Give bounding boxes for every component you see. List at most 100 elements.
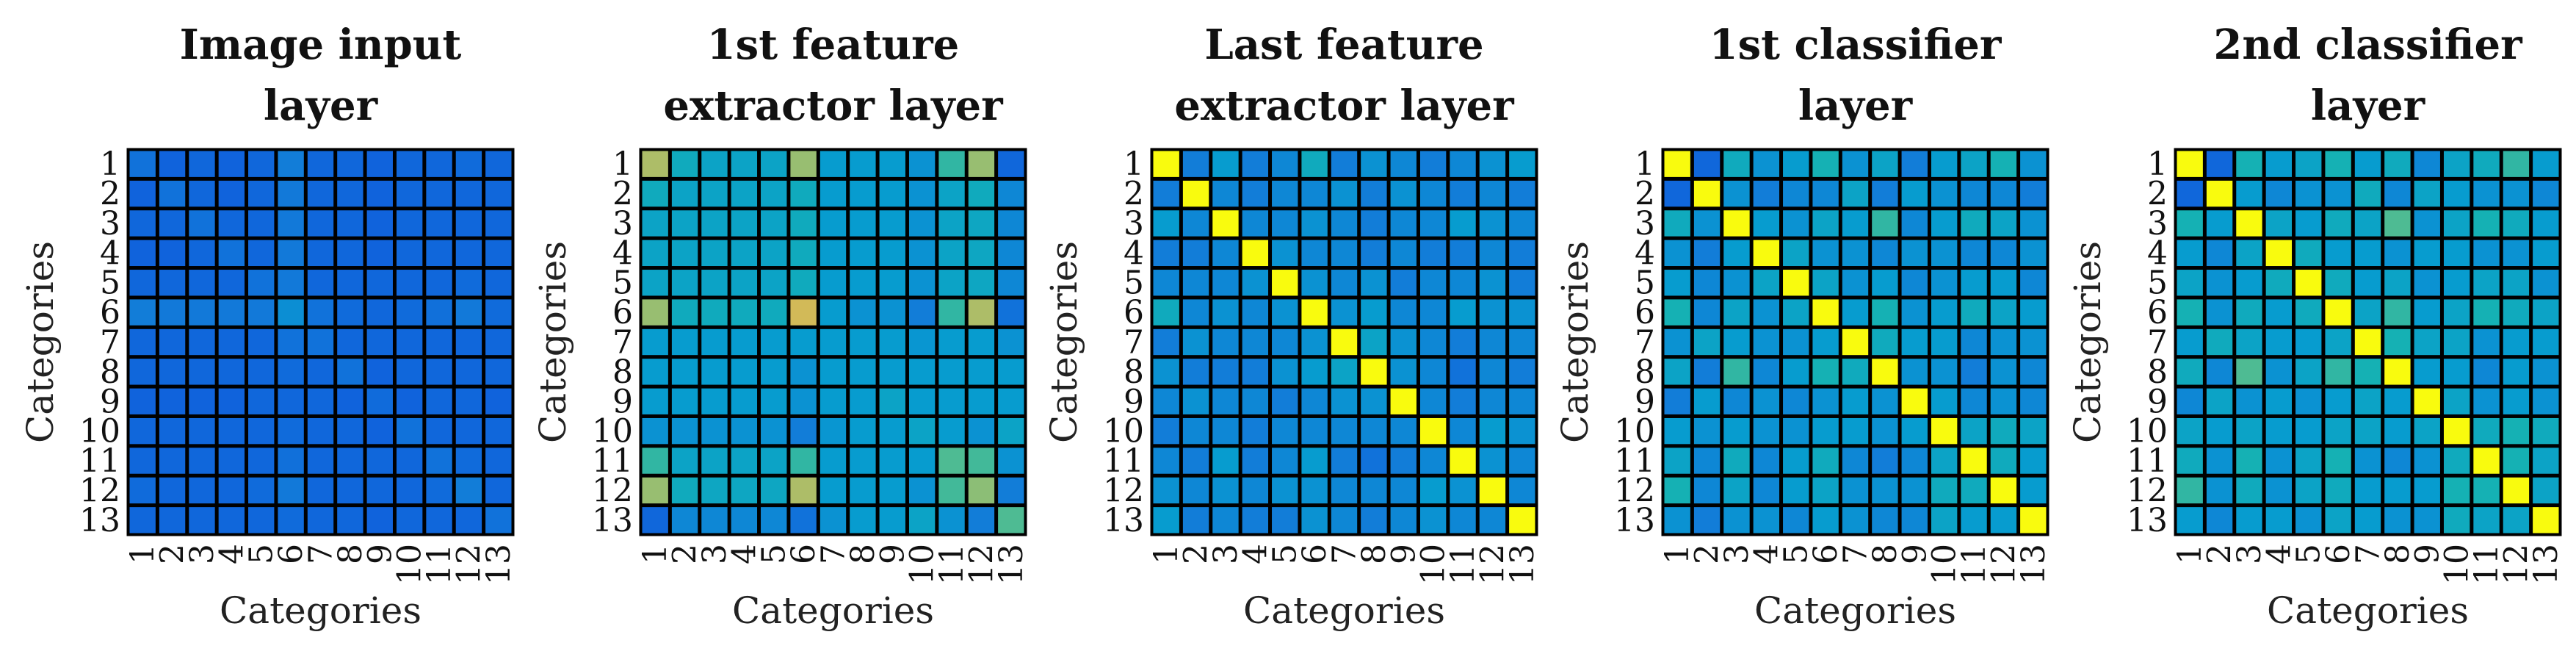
panel-1-cell-r5-c6 [278,270,304,296]
panel-3-cell-r13-c5 [1272,507,1298,533]
panel-5-cell-r6-c1 [2177,299,2203,326]
panel-1-cell-r1-c7 [307,151,334,177]
panel-5-cell-r11-c11 [2473,448,2500,474]
panel-4-cell-r1-c9 [1901,151,1928,177]
panel-3-cell-r12-c3 [1212,477,1239,504]
panel-3-cell-r7-c3 [1212,328,1239,356]
panel-2-cell-r3-c9 [879,210,905,237]
panel-5-cell-r13-c1 [2177,507,2203,533]
panel-4-cell-r7-c3 [1723,328,1750,356]
panel-3-cell-r6-c4 [1242,299,1269,326]
panel-5-cell-r10-c13 [2533,417,2559,445]
panel-3-cell-r12-c5 [1272,477,1298,504]
panel-2-cell-r11-c2 [671,448,698,474]
panel-2-y-tick-13: 13 [592,502,633,539]
panel-2-cell-r11-c10 [908,448,936,474]
panel-5-cell-r9-c9 [2414,388,2440,414]
panel-1-y-tick-3: 3 [100,205,120,242]
panel-1-cell-r5-c7 [307,270,334,296]
panel-1-cell-r2-c11 [426,180,452,207]
panel-1-cell-r12-c4 [218,477,245,504]
panel-1-cell-r12-c6 [278,477,304,504]
panel-1-cell-r4-c10 [396,240,423,267]
panel-5-cell-r5-c10 [2443,270,2470,296]
panel-5-cell-r6-c9 [2414,299,2440,326]
panel-1-cell-r4-c8 [337,240,363,267]
panel-4-y-tick-5: 5 [1635,265,1655,302]
panel-2-x-tick-11: 11 [933,544,971,585]
panel-2-cell-r13-c5 [761,507,787,533]
panel-2-cell-r12-c2 [671,477,698,504]
panel-1-cell-r1-c13 [485,151,512,177]
panel-1-cell-r13-c4 [218,507,245,533]
panel-4-cell-r3-c2 [1693,210,1721,237]
panel-4-cell-r12-c11 [1961,477,1987,504]
panel-1-y-tick-6: 6 [100,294,120,331]
panel-1-cell-r2-c3 [189,180,215,207]
panel-3-y-tick-7: 7 [1124,324,1144,362]
panel-5-cell-r2-c6 [2325,180,2351,207]
panel-5-x-tick-4: 4 [2260,544,2298,564]
panel-3-x-axis-label: Categories [1243,589,1445,632]
panel-4-cell-r9-c1 [1664,388,1690,414]
panel-1-cell-r5-c2 [159,270,186,296]
panel-2-cell-r1-c2 [671,151,698,177]
panel-3-cell-r5-c11 [1450,270,1476,296]
panel-1-cell-r10-c1 [129,417,156,445]
panel-1-cell-r2-c7 [307,180,334,207]
panel-2-y-tick-10: 10 [592,413,633,450]
panel-2-y-tick-2: 2 [612,176,633,213]
panel-5-cell-r10-c12 [2503,417,2530,445]
panel-2-x-tick-13: 13 [993,544,1030,585]
panel-4-cell-r7-c12 [1990,328,2017,356]
panel-3-cell-r9-c1 [1153,388,1179,414]
panel-5-cell-r10-c3 [2236,417,2262,445]
panel-3-cell-r2-c12 [1479,180,1506,207]
panel-1-cell-r8-c2 [159,359,186,385]
panel-2-cell-r6-c13 [998,299,1024,326]
panel-1-y-tick-11: 11 [79,442,120,480]
panel-1-cell-r6-c11 [426,299,452,326]
panel-3-cell-r3-c5 [1272,210,1298,237]
panel-1-y-tick-2: 2 [100,176,120,213]
panel-2-y-tick-8: 8 [612,353,633,391]
panel-1-cell-r4-c5 [248,240,275,267]
panel-5-cell-r13-c2 [2206,507,2233,533]
panel-3-cell-r2-c1 [1153,180,1179,207]
panel-3-cell-r11-c6 [1301,448,1328,474]
panel-5-cell-r10-c2 [2206,417,2233,445]
panel-3-cell-r1-c3 [1212,151,1239,177]
panel-3-cell-r11-c2 [1182,448,1209,474]
panel-4-cell-r4-c9 [1901,240,1928,267]
panel-5-cell-r12-c8 [2384,477,2411,504]
panel-4-cell-r4-c11 [1961,240,1987,267]
panel-3-cell-r2-c3 [1212,180,1239,207]
panel-3-cell-r7-c11 [1450,328,1476,356]
panel-1-title-line-2: layer [264,82,379,130]
panel-2-cell-r8-c4 [731,359,758,385]
panel-4-cell-r5-c10 [1931,270,1958,296]
panel-5-x-tick-11: 11 [2468,544,2506,585]
panel-4-x-tick-7: 7 [1837,544,1875,564]
panel-3-cell-r13-c7 [1331,507,1358,533]
panel-4-cell-r8-c11 [1961,359,1987,385]
panel-2-cell-r7-c3 [701,328,728,356]
panel-5-cell-r2-c2 [2206,180,2233,207]
panel-1-x-tick-8: 8 [332,544,369,564]
panel-1-cell-r6-c8 [337,299,363,326]
panel-3-cell-r1-c8 [1361,151,1387,177]
panel-1-x-axis-label: Categories [220,589,422,632]
panel-5-x-tick-2: 2 [2201,544,2239,564]
panel-1-cell-r12-c9 [366,477,393,504]
panel-2-x-tick-5: 5 [756,544,793,564]
panel-1-cell-r13-c3 [189,507,215,533]
panel-2-x-tick-6: 6 [785,544,822,564]
panel-5-cell-r11-c6 [2325,448,2351,474]
panel-4-y-tick-13: 13 [1614,502,1655,539]
panel-2-cell-r2-c13 [998,180,1024,207]
panel-3-cell-r3-c6 [1301,210,1328,237]
panel-3-title-line-1: Last feature [1204,21,1483,69]
panel-5-cell-r5-c11 [2473,270,2500,296]
panel-1-cell-r8-c1 [129,359,156,385]
panel-5-cell-r2-c11 [2473,180,2500,207]
